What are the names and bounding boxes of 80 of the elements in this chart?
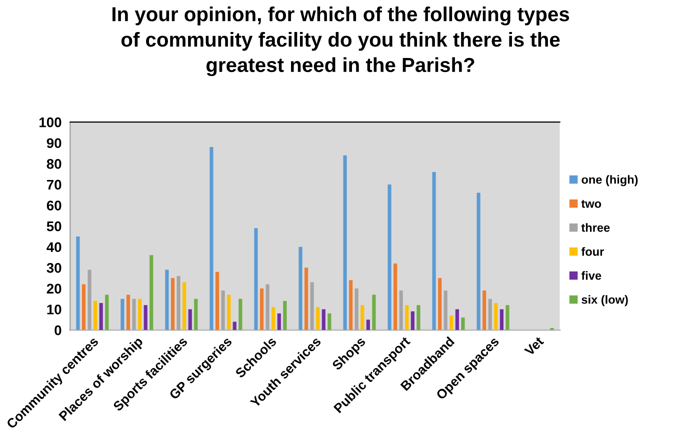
bar [150,255,154,330]
bar [444,290,448,330]
legend-label: four [581,247,604,256]
bar [283,300,287,330]
bar [455,309,459,330]
bar [126,294,130,330]
bar [438,278,442,330]
y-tick-label: 30 [46,262,62,273]
bar [494,303,498,330]
bar [76,236,80,330]
bar [194,298,198,330]
y-tick-label: 0 [54,325,62,336]
bar [188,309,192,330]
bar [476,192,480,330]
bar [399,290,403,330]
y-tick-label: 40 [46,242,62,252]
bar [182,282,186,330]
chart-title: In your opinion, for which of the following types of community facility do you think there is the greatest need in the Parish? [112,6,570,76]
bar [238,298,242,330]
bar [227,294,231,330]
bar [343,155,347,330]
bar [277,313,281,330]
bar [144,305,148,330]
bar [298,246,302,330]
bar [232,322,236,330]
bar [165,270,169,330]
bar [99,303,103,330]
bar [349,280,353,330]
bar [488,298,492,330]
legend-label: one (high) [582,175,638,186]
y-tick-label: 10 [47,304,62,314]
bar [410,311,414,330]
y-tick-label: 70 [46,180,62,190]
legend-label: three [581,223,610,232]
bar [394,264,398,330]
bar [132,298,136,330]
y-tick-label: 90 [46,138,62,148]
legend-label: five [581,271,602,280]
y-tick-label: 100 [40,117,62,128]
bar [170,278,175,330]
bar [304,268,308,330]
bar [360,305,364,330]
bar [260,288,264,330]
y-tick-label: 20 [46,284,62,294]
bar [506,305,510,330]
bar [322,309,326,330]
y-tick-label: 80 [46,159,62,169]
bar [88,270,92,330]
bar [372,294,376,330]
bar [176,276,180,330]
bar [105,294,109,330]
legend-label: six (low) [582,295,628,306]
y-tick-label: 60 [46,200,62,210]
y-tick-label: 50 [46,221,62,232]
bar [450,315,454,330]
bar [328,313,332,330]
bar [366,320,370,330]
bar [138,298,142,330]
bar [432,172,436,330]
bar [120,298,124,330]
bar [310,282,314,330]
bar [550,328,554,330]
bar [500,309,504,330]
x-tick-label: Vet [524,336,544,356]
bar [354,288,358,330]
bar [405,305,409,330]
bar [272,307,276,330]
bar [482,290,486,330]
bar [210,147,214,330]
bar [254,228,258,330]
bar [215,272,220,330]
bar [461,318,465,330]
bar [221,290,225,330]
bar [388,184,392,330]
bar [266,284,270,330]
bar [416,305,420,330]
bar [82,284,86,330]
bar [94,300,98,330]
legend-label: two [581,200,602,208]
bar [316,307,320,330]
